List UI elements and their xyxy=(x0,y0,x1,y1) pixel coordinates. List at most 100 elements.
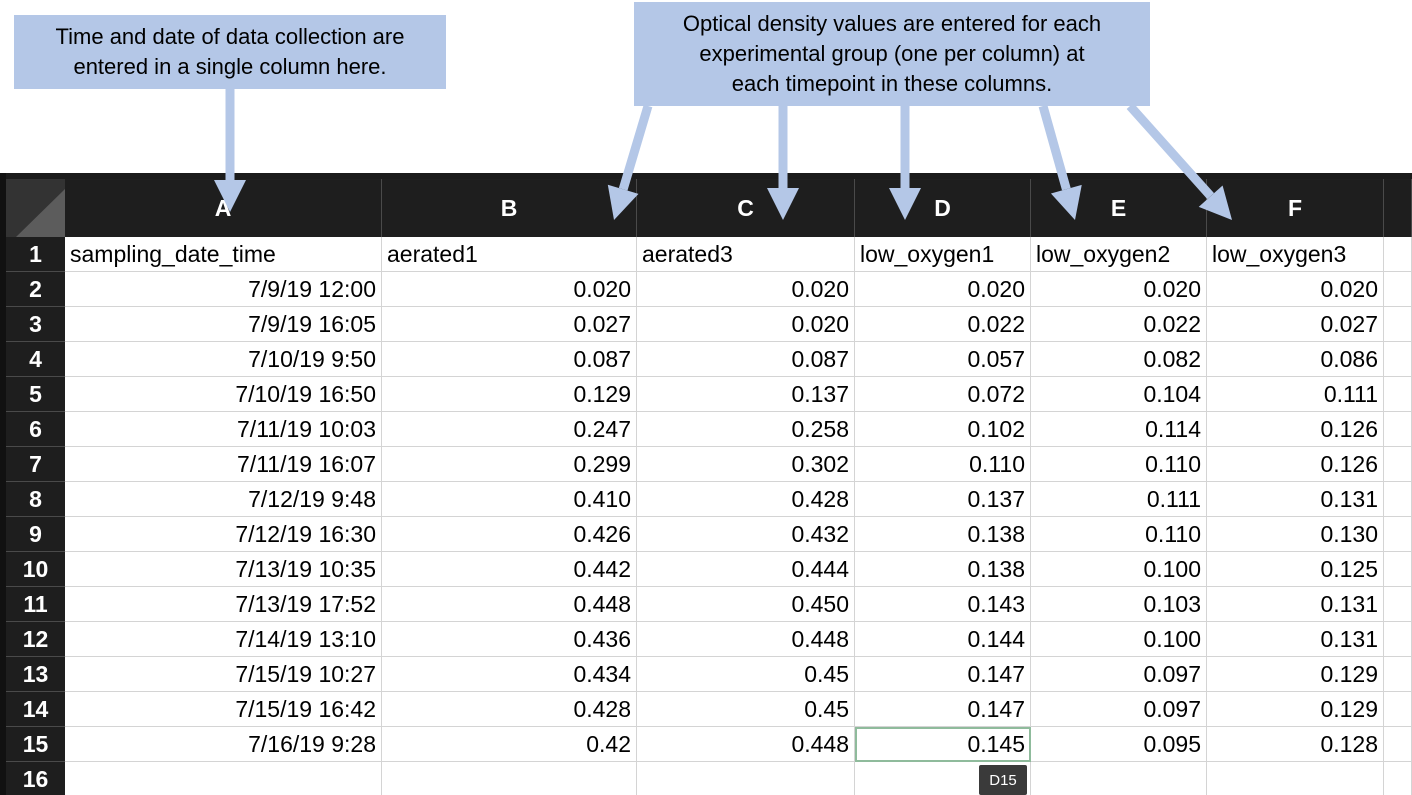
data-cell[interactable]: 0.434 xyxy=(382,657,637,692)
data-cell[interactable]: 0.436 xyxy=(382,622,637,657)
data-cell[interactable]: 0.129 xyxy=(382,377,637,412)
data-cell[interactable] xyxy=(1384,657,1412,692)
data-cell[interactable] xyxy=(1384,412,1412,447)
data-cell[interactable]: 0.104 xyxy=(1031,377,1207,412)
data-cell[interactable]: 0.111 xyxy=(1207,377,1384,412)
data-cell[interactable]: 0.442 xyxy=(382,552,637,587)
data-cell[interactable]: 0.448 xyxy=(637,622,855,657)
data-cell[interactable]: 0.057 xyxy=(855,342,1031,377)
row-header-12[interactable]: 12 xyxy=(6,622,65,657)
header-cell[interactable]: aerated3 xyxy=(637,237,855,272)
row-header-6[interactable]: 6 xyxy=(6,412,65,447)
data-cell[interactable]: 0.126 xyxy=(1207,447,1384,482)
selected-cell[interactable]: 0.145 xyxy=(855,727,1031,762)
data-cell[interactable]: 0.45 xyxy=(637,692,855,727)
data-cell[interactable] xyxy=(1384,587,1412,622)
data-cell[interactable]: 0.020 xyxy=(382,272,637,307)
data-cell[interactable]: 7/10/19 9:50 xyxy=(65,342,382,377)
data-cell[interactable] xyxy=(855,762,1031,795)
data-cell[interactable]: 0.299 xyxy=(382,447,637,482)
data-cell[interactable] xyxy=(1384,482,1412,517)
data-cell[interactable]: 0.100 xyxy=(1031,552,1207,587)
data-cell[interactable]: 0.428 xyxy=(637,482,855,517)
header-cell[interactable]: aerated1 xyxy=(382,237,637,272)
data-cell[interactable] xyxy=(1384,552,1412,587)
data-cell[interactable]: 0.100 xyxy=(1031,622,1207,657)
header-cell[interactable]: sampling_date_time xyxy=(65,237,382,272)
data-cell[interactable] xyxy=(637,762,855,795)
data-cell[interactable] xyxy=(1384,727,1412,762)
data-cell[interactable]: 7/15/19 10:27 xyxy=(65,657,382,692)
data-cell[interactable]: 0.022 xyxy=(855,307,1031,342)
data-cell[interactable]: 0.126 xyxy=(1207,412,1384,447)
data-cell[interactable]: 7/16/19 9:28 xyxy=(65,727,382,762)
row-header-16[interactable]: 16 xyxy=(6,762,65,795)
row-header-10[interactable]: 10 xyxy=(6,552,65,587)
data-cell[interactable]: 0.110 xyxy=(1031,517,1207,552)
data-cell[interactable]: 0.410 xyxy=(382,482,637,517)
row-header-14[interactable]: 14 xyxy=(6,692,65,727)
data-cell[interactable]: 7/15/19 16:42 xyxy=(65,692,382,727)
data-cell[interactable]: 0.102 xyxy=(855,412,1031,447)
column-header-e[interactable]: E xyxy=(1031,179,1207,237)
data-cell[interactable] xyxy=(1384,377,1412,412)
row-header-7[interactable]: 7 xyxy=(6,447,65,482)
data-cell[interactable]: 0.444 xyxy=(637,552,855,587)
data-cell[interactable]: 0.020 xyxy=(1031,272,1207,307)
data-cell[interactable]: 0.125 xyxy=(1207,552,1384,587)
data-cell[interactable]: 0.432 xyxy=(637,517,855,552)
data-cell[interactable]: 0.020 xyxy=(855,272,1031,307)
column-header-next[interactable] xyxy=(1384,179,1412,237)
row-header-13[interactable]: 13 xyxy=(6,657,65,692)
select-all-corner[interactable] xyxy=(6,179,65,237)
row-header-1[interactable]: 1 xyxy=(6,237,65,272)
data-cell[interactable]: 0.129 xyxy=(1207,692,1384,727)
column-header-d[interactable]: D xyxy=(855,179,1031,237)
data-cell[interactable]: 0.097 xyxy=(1031,692,1207,727)
data-cell[interactable] xyxy=(382,762,637,795)
data-cell[interactable]: 0.137 xyxy=(637,377,855,412)
data-cell[interactable]: 0.027 xyxy=(382,307,637,342)
data-cell[interactable] xyxy=(1207,762,1384,795)
row-header-4[interactable]: 4 xyxy=(6,342,65,377)
data-cell[interactable] xyxy=(1384,447,1412,482)
data-cell[interactable]: 0.143 xyxy=(855,587,1031,622)
data-cell[interactable]: 0.130 xyxy=(1207,517,1384,552)
row-header-8[interactable]: 8 xyxy=(6,482,65,517)
data-cell[interactable] xyxy=(1384,622,1412,657)
data-cell[interactable]: 0.095 xyxy=(1031,727,1207,762)
data-cell[interactable]: 0.111 xyxy=(1031,482,1207,517)
data-cell[interactable]: 0.110 xyxy=(1031,447,1207,482)
data-cell[interactable] xyxy=(1384,517,1412,552)
data-cell[interactable]: 7/13/19 17:52 xyxy=(65,587,382,622)
data-cell[interactable]: 0.450 xyxy=(637,587,855,622)
row-header-3[interactable]: 3 xyxy=(6,307,65,342)
data-cell[interactable]: 0.258 xyxy=(637,412,855,447)
data-cell[interactable]: 0.131 xyxy=(1207,482,1384,517)
data-cell[interactable]: 0.137 xyxy=(855,482,1031,517)
data-cell[interactable]: 7/13/19 10:35 xyxy=(65,552,382,587)
data-cell[interactable]: 0.022 xyxy=(1031,307,1207,342)
header-cell[interactable] xyxy=(1384,237,1412,272)
data-cell[interactable]: 7/11/19 16:07 xyxy=(65,447,382,482)
data-cell[interactable] xyxy=(1384,342,1412,377)
data-cell[interactable]: 0.110 xyxy=(855,447,1031,482)
data-cell[interactable]: 0.426 xyxy=(382,517,637,552)
data-cell[interactable]: 0.45 xyxy=(637,657,855,692)
data-cell[interactable]: 0.020 xyxy=(1207,272,1384,307)
row-header-5[interactable]: 5 xyxy=(6,377,65,412)
data-cell[interactable] xyxy=(1031,762,1207,795)
header-cell[interactable]: low_oxygen3 xyxy=(1207,237,1384,272)
data-cell[interactable]: 0.302 xyxy=(637,447,855,482)
data-cell[interactable] xyxy=(65,762,382,795)
data-cell[interactable]: 0.087 xyxy=(382,342,637,377)
data-cell[interactable]: 0.147 xyxy=(855,692,1031,727)
column-header-b[interactable]: B xyxy=(382,179,637,237)
data-cell[interactable]: 0.129 xyxy=(1207,657,1384,692)
data-cell[interactable]: 7/9/19 16:05 xyxy=(65,307,382,342)
data-cell[interactable]: 0.138 xyxy=(855,517,1031,552)
data-cell[interactable]: 0.020 xyxy=(637,272,855,307)
row-header-9[interactable]: 9 xyxy=(6,517,65,552)
data-cell[interactable]: 0.428 xyxy=(382,692,637,727)
data-cell[interactable]: 0.114 xyxy=(1031,412,1207,447)
